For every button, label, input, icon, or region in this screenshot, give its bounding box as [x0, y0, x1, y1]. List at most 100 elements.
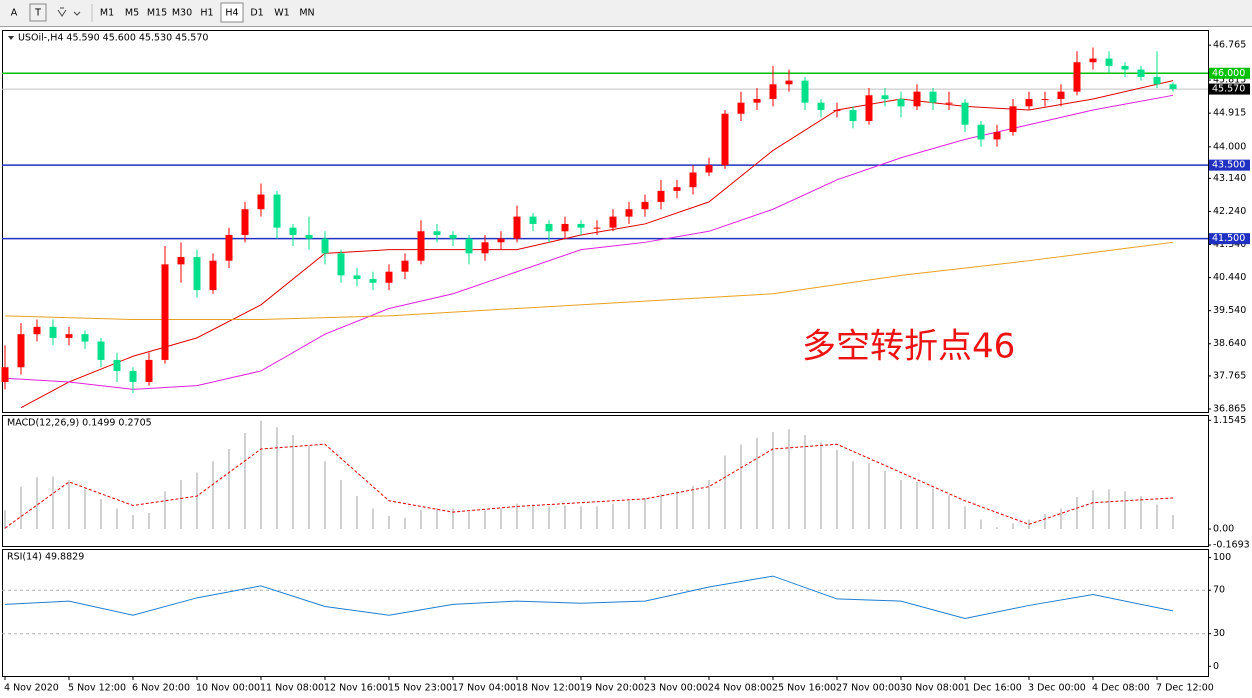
x-tick-label: 19 Nov 20:00 — [580, 683, 644, 694]
candle-body — [609, 216, 617, 228]
y-tick-label: 43.140 — [1213, 173, 1246, 184]
moving-average — [4, 94, 1174, 390]
candle-body — [833, 110, 841, 112]
x-tick-label: 27 Nov 00:00 — [836, 683, 900, 694]
y-tick-label: 1.1545 — [1213, 415, 1246, 426]
level-tag — [1209, 159, 1250, 171]
candle-body — [353, 275, 361, 280]
timeframe-button[interactable]: M15 — [147, 8, 167, 19]
candle-body — [1121, 65, 1129, 70]
candle-body — [977, 124, 985, 140]
candle-body — [625, 209, 633, 217]
x-tick-label: 3 Dec 00:00 — [1028, 683, 1086, 694]
y-tick-label: 37.765 — [1213, 370, 1246, 381]
candle-body — [401, 260, 409, 272]
candle-body — [545, 223, 553, 232]
level-label: 45.570 — [1212, 84, 1245, 95]
tool-button[interactable] — [6, 4, 22, 21]
indicator-line — [4, 575, 1174, 619]
candle-body — [257, 194, 265, 210]
panel-frame — [2, 415, 1209, 547]
candle-body — [673, 187, 681, 191]
candle-body — [33, 326, 41, 335]
level-label: 43.500 — [1212, 160, 1245, 171]
x-tick-label: 7 Dec 12:00 — [1156, 683, 1214, 694]
candle-body — [961, 102, 969, 125]
level-tag — [1209, 67, 1250, 79]
y-tick-label: 30 — [1213, 628, 1225, 639]
candle-body — [1105, 58, 1113, 66]
tool-icon[interactable] — [57, 7, 81, 17]
candle-body — [993, 132, 1001, 140]
candle-body — [273, 194, 281, 228]
moving-average — [4, 241, 1174, 320]
timeframe-button[interactable]: W1 — [274, 8, 289, 19]
level-label: 46.000 — [1212, 68, 1245, 79]
panel-frame — [2, 30, 1209, 413]
candle-body — [1057, 91, 1065, 99]
timeframe-button[interactable]: M5 — [125, 8, 139, 19]
candle-body — [785, 80, 793, 85]
candle-body — [865, 95, 873, 122]
timeframe-button[interactable]: H4 — [225, 8, 238, 19]
candle-body — [433, 231, 441, 235]
panel-title: RSI(14) 49.8829 — [7, 552, 84, 563]
timeframe-button[interactable]: M1 — [100, 8, 114, 19]
candle-body — [65, 334, 73, 338]
candle-body — [49, 326, 57, 338]
candle-body — [321, 238, 329, 254]
candle-body — [897, 98, 905, 107]
candle-body — [881, 95, 889, 99]
candle-body — [1089, 58, 1097, 63]
candle-body — [465, 238, 473, 254]
y-tick-label: 36.865 — [1213, 403, 1246, 414]
timeframe-button[interactable]: MN — [299, 8, 314, 19]
tool-label[interactable]: T — [34, 8, 41, 19]
y-tick-label: 41.340 — [1213, 239, 1246, 250]
candle-body — [241, 209, 249, 235]
candle-body — [417, 231, 425, 261]
indicator-line — [4, 443, 1174, 529]
candle-body — [481, 242, 489, 254]
panel-frame — [2, 549, 1209, 677]
y-tick-label: 70 — [1213, 585, 1225, 596]
candle-body — [113, 359, 121, 371]
candle-body — [289, 227, 297, 235]
candle-body — [449, 234, 457, 239]
x-tick-label: 10 Nov 00:00 — [196, 683, 260, 694]
y-tick-label: 45.815 — [1213, 75, 1246, 86]
y-tick-label: 44.000 — [1213, 141, 1246, 152]
candle-body — [593, 227, 601, 229]
y-tick-label: 0 — [1213, 661, 1219, 672]
candle-body — [145, 359, 153, 382]
level-tag — [1209, 83, 1250, 95]
candle-body — [1137, 69, 1145, 77]
x-tick-label: 30 Nov 08:00 — [900, 683, 964, 694]
timeframe-button[interactable]: D1 — [250, 8, 263, 19]
candle-body — [657, 190, 665, 202]
timeframe-button[interactable]: H1 — [200, 8, 213, 19]
annotation: 多空转折点46 — [802, 327, 1015, 367]
level-label: 41.500 — [1212, 233, 1245, 244]
toolbar — [0, 0, 1252, 26]
tool-label[interactable]: A — [11, 8, 18, 19]
candle-body — [497, 238, 505, 243]
candle-body — [1, 367, 9, 382]
x-tick-label: 12 Nov 16:00 — [324, 683, 388, 694]
timeframe-selected[interactable] — [220, 2, 244, 23]
candle-body — [913, 91, 921, 107]
candle-body — [769, 84, 777, 99]
level-tag — [1209, 233, 1250, 245]
tool-button[interactable] — [29, 3, 47, 22]
x-tick-label: 4 Nov 2020 — [4, 683, 59, 694]
candle-body — [689, 172, 697, 188]
candle-body — [305, 234, 313, 239]
y-tick-label: 46.765 — [1213, 40, 1246, 51]
candle-body — [337, 253, 345, 276]
candle-body — [529, 216, 537, 224]
candle-body — [177, 257, 185, 265]
timeframe-button[interactable]: M30 — [172, 8, 192, 19]
candle-body — [737, 102, 745, 114]
y-tick-label: 0.00 — [1213, 524, 1234, 535]
candle-body — [577, 223, 585, 228]
